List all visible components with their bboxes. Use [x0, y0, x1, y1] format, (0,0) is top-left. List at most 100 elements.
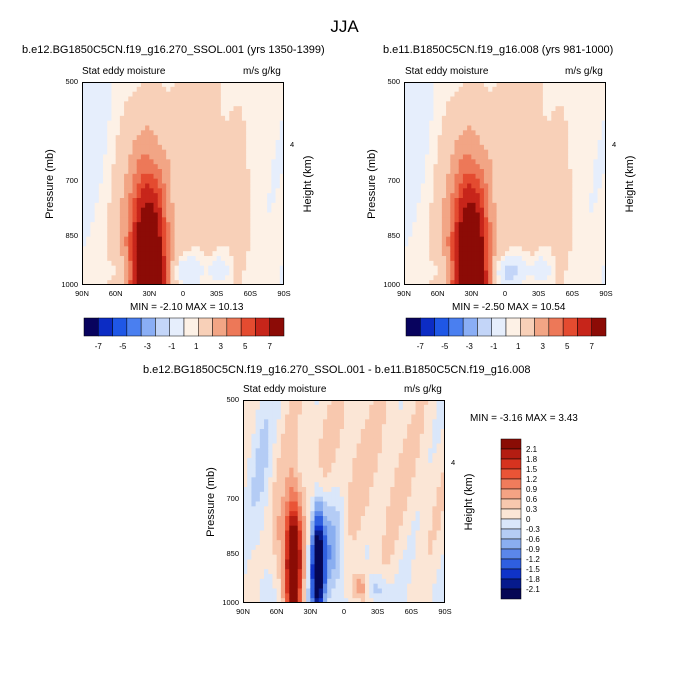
heatmap-cell	[119, 222, 125, 228]
heatmap-cell	[157, 270, 163, 276]
heatmap-cell	[128, 86, 133, 93]
heatmap-cell	[157, 183, 163, 189]
heatmap-cell	[547, 241, 552, 247]
heatmap-cell	[132, 96, 138, 102]
heatmap-cell	[454, 149, 460, 155]
heatmap-cell	[306, 511, 311, 517]
heatmap-cell	[262, 178, 268, 184]
heatmap-cell	[145, 265, 150, 271]
heatmap-cell	[115, 202, 121, 209]
heatmap-cell	[208, 140, 213, 146]
heatmap-cell	[124, 275, 129, 281]
heatmap-cell	[446, 106, 451, 112]
heatmap-cell	[576, 217, 582, 223]
heatmap-cell	[412, 140, 418, 146]
heatmap-cell	[136, 265, 142, 271]
heatmap-cell	[601, 91, 606, 97]
heatmap-cell	[195, 207, 201, 213]
heatmap-cell	[174, 173, 180, 180]
heatmap-cell	[241, 144, 247, 151]
heatmap-cell	[247, 598, 252, 603]
heatmap-cell	[157, 212, 163, 218]
heatmap-cell	[547, 183, 552, 189]
heatmap-cell	[454, 173, 460, 180]
heatmap-cell	[496, 96, 502, 102]
heatmap-cell	[229, 169, 234, 175]
heatmap-cell	[259, 448, 265, 454]
heatmap-cell	[199, 135, 205, 141]
heatmap-cell	[322, 588, 328, 594]
heatmap-cell	[496, 101, 502, 107]
heatmap-cell	[264, 549, 269, 556]
heatmap-cell	[597, 222, 603, 228]
heatmap-cell	[555, 193, 561, 199]
heatmap-cell	[208, 149, 213, 155]
heatmap-cell	[441, 251, 447, 257]
heatmap-cell	[191, 140, 197, 146]
heatmap-cell	[191, 169, 197, 175]
heatmap-cell	[183, 231, 188, 238]
heatmap-cell	[441, 159, 447, 165]
heatmap-cell	[132, 236, 138, 242]
heatmap-cell	[276, 569, 282, 575]
heatmap-cell	[161, 106, 167, 112]
heatmap-cell	[542, 115, 548, 122]
heatmap-cell	[94, 217, 100, 223]
heatmap-cell	[115, 154, 121, 160]
heatmap-cell	[404, 149, 409, 155]
heatmap-cell	[425, 212, 430, 218]
heatmap-cell	[479, 106, 485, 112]
heatmap-cell	[140, 149, 146, 155]
heatmap-cell	[247, 593, 252, 599]
heatmap-cell	[216, 236, 222, 242]
heatmap-cell	[293, 496, 299, 502]
heatmap-cell	[237, 82, 243, 88]
heatmap-cell	[589, 217, 594, 223]
heatmap-cell	[416, 207, 422, 213]
heatmap-cell	[425, 140, 430, 146]
heatmap-cell	[264, 414, 269, 420]
heatmap-cell	[462, 169, 468, 175]
heatmap-cell	[212, 275, 218, 281]
heatmap-cell	[555, 115, 561, 122]
heatmap-cell	[297, 569, 303, 575]
heatmap-cell	[199, 246, 205, 252]
heatmap-cell	[124, 144, 129, 151]
heatmap-cell	[475, 96, 481, 102]
heatmap-cell	[521, 241, 527, 247]
heatmap-cell	[555, 246, 561, 252]
heatmap-cell	[475, 183, 481, 189]
heatmap-cell	[310, 554, 315, 560]
heatmap-cell	[153, 217, 159, 223]
heatmap-cell	[157, 111, 163, 117]
heatmap-cell	[124, 130, 129, 136]
heatmap-cell	[241, 120, 247, 126]
heatmap-cell	[331, 487, 336, 493]
heatmap-cell	[601, 260, 606, 267]
panel1-left-label: Stat eddy moisture	[82, 66, 166, 77]
heatmap-cell	[454, 265, 460, 271]
heatmap-cell	[86, 227, 91, 233]
heatmap-cell	[593, 135, 598, 141]
heatmap-cell	[225, 183, 230, 189]
heatmap-cell	[483, 115, 489, 122]
heatmap-cell	[94, 169, 100, 175]
heatmap-cell	[98, 231, 104, 238]
heatmap-cell	[327, 424, 332, 430]
heatmap-cell	[250, 246, 255, 252]
heatmap-cell	[412, 91, 418, 97]
heatmap-cell	[420, 111, 426, 117]
heatmap-cell	[450, 101, 455, 107]
heatmap-cell	[187, 144, 192, 151]
heatmap-cell	[306, 448, 311, 454]
heatmap-cell	[488, 178, 493, 184]
heatmap-cell	[483, 217, 489, 223]
heatmap-cell	[420, 227, 426, 233]
heatmap-cell	[251, 443, 257, 449]
heatmap-cell	[246, 96, 251, 102]
heatmap-cell	[441, 270, 447, 276]
heatmap-cell	[246, 270, 251, 276]
heatmap-cell	[149, 101, 154, 107]
heatmap-cell	[462, 207, 468, 213]
heatmap-cell	[429, 178, 434, 184]
